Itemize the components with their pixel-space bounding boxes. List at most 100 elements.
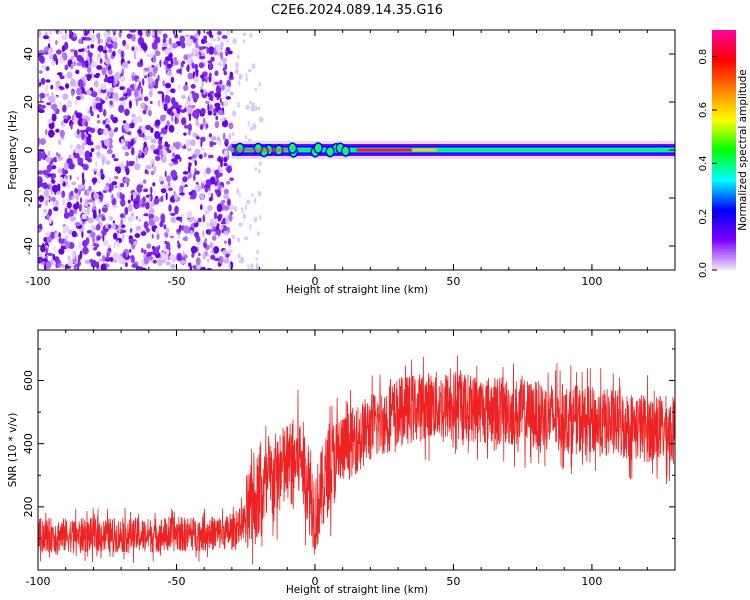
noise-blob xyxy=(105,124,110,129)
noise-blob xyxy=(177,59,181,64)
noise-blob xyxy=(194,148,201,156)
snr-x-axis-label: Height of straight line (km) xyxy=(286,584,428,596)
noise-blob xyxy=(145,30,151,38)
noise-blob xyxy=(140,267,147,270)
noise-blob xyxy=(154,155,161,161)
noise-blob xyxy=(187,130,191,136)
noise-blob xyxy=(114,185,118,189)
noise-blob xyxy=(218,87,222,94)
noise-blob xyxy=(73,50,78,58)
noise-blob xyxy=(152,216,160,223)
noise-blob xyxy=(82,163,89,171)
noise-blob xyxy=(127,199,131,204)
noise-blob xyxy=(235,61,239,69)
noise-blob xyxy=(98,258,103,262)
noise-blob xyxy=(225,49,229,57)
noise-blob xyxy=(153,149,160,155)
noise-blob xyxy=(104,145,108,149)
noise-blob xyxy=(210,228,214,233)
noise-blob xyxy=(180,216,183,223)
spectrogram-x-axis-label: Height of straight line (km) xyxy=(286,284,428,296)
noise-blob xyxy=(102,234,105,242)
noise-blob xyxy=(45,230,50,238)
noise-blob xyxy=(254,167,258,171)
noise-blob xyxy=(182,171,189,175)
noise-blob xyxy=(124,43,130,50)
noise-blob xyxy=(229,177,234,181)
noise-blob xyxy=(189,195,196,200)
noise-blob xyxy=(59,56,64,64)
noise-blob xyxy=(144,104,148,111)
noise-blob xyxy=(135,135,138,141)
noise-blob xyxy=(145,125,151,130)
spectrogram-noise-blobs xyxy=(38,30,264,270)
noise-blob xyxy=(74,265,78,270)
noise-blob xyxy=(147,109,152,117)
noise-blob xyxy=(38,182,46,187)
noise-blob xyxy=(71,90,74,97)
noise-blob xyxy=(163,103,168,112)
noise-blob xyxy=(177,242,181,249)
y-tick-label: 200 xyxy=(22,496,35,517)
noise-blob xyxy=(162,184,168,189)
noise-blob xyxy=(113,232,118,240)
noise-blob xyxy=(174,154,181,160)
noise-blob xyxy=(166,120,170,127)
noise-blob xyxy=(118,104,125,113)
noise-blob xyxy=(220,51,224,60)
noise-blob xyxy=(245,105,250,110)
noise-blob xyxy=(142,196,146,204)
noise-blob xyxy=(217,172,223,177)
noise-blob xyxy=(90,148,95,152)
noise-blob xyxy=(166,63,172,69)
noise-blob xyxy=(174,194,179,201)
noise-blob xyxy=(148,85,152,89)
noise-blob xyxy=(48,208,53,216)
noise-blob xyxy=(146,243,152,249)
noise-blob xyxy=(254,216,258,222)
noise-blob xyxy=(145,165,152,170)
noise-blob xyxy=(200,89,204,93)
noise-blob xyxy=(46,236,52,244)
noise-blob xyxy=(216,189,222,198)
noise-blob xyxy=(135,98,138,107)
noise-blob xyxy=(196,47,200,52)
noise-blob xyxy=(251,63,256,69)
noise-blob xyxy=(40,77,46,85)
noise-blob xyxy=(74,99,78,105)
noise-blob xyxy=(181,95,186,99)
noise-blob xyxy=(152,182,156,187)
x-tick-label: -100 xyxy=(26,575,51,588)
noise-blob xyxy=(170,57,174,66)
noise-blob xyxy=(234,68,239,75)
noise-blob xyxy=(124,166,128,172)
noise-blob xyxy=(74,148,80,154)
noise-blob xyxy=(238,73,243,80)
noise-blob xyxy=(259,116,264,123)
noise-blob xyxy=(229,91,234,96)
noise-blob xyxy=(164,48,171,55)
noise-blob xyxy=(214,120,220,129)
noise-blob xyxy=(91,73,95,79)
noise-blob xyxy=(224,139,229,143)
noise-blob xyxy=(168,125,175,133)
noise-blob xyxy=(215,91,221,99)
noise-blob xyxy=(65,184,70,188)
noise-blob xyxy=(69,175,72,180)
noise-blob xyxy=(108,216,111,221)
noise-blob xyxy=(76,128,80,135)
noise-blob xyxy=(205,101,210,104)
noise-blob xyxy=(227,198,231,207)
colorbar-tick-label: 0.4 xyxy=(698,155,709,171)
noise-blob xyxy=(238,80,241,86)
noise-blob xyxy=(90,44,95,49)
noise-blob xyxy=(145,170,149,175)
noise-blob xyxy=(38,170,43,175)
noise-blob xyxy=(227,30,231,35)
noise-blob xyxy=(120,50,125,59)
noise-blob xyxy=(220,186,224,193)
x-tick-label: 50 xyxy=(446,275,460,288)
noise-blob xyxy=(39,138,46,146)
noise-blob xyxy=(198,55,206,60)
noise-blob xyxy=(256,231,261,236)
